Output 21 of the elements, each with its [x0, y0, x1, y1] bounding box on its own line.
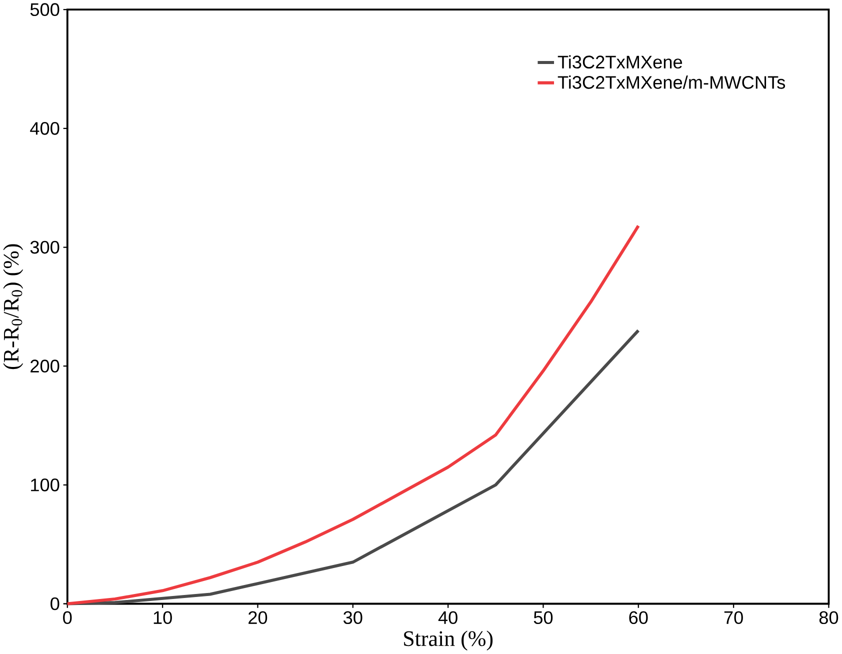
y-tick-label: 300	[30, 240, 60, 254]
x-tick-label: 20	[248, 611, 268, 624]
x-tick-label: 30	[343, 611, 362, 624]
x-tick-label: 80	[819, 611, 838, 624]
y-tick-label: 0	[50, 597, 60, 610]
y-tick-label: 100	[31, 478, 60, 492]
y-tick-label: 500	[30, 3, 60, 16]
x-tick-label: 70	[724, 611, 743, 624]
x-tick-label: 0	[63, 611, 72, 624]
line-series	[66, 224, 640, 606]
x-tick-label: 10	[154, 611, 172, 624]
legend-label: Ti3C2TxMXene	[558, 55, 682, 69]
legend-label: Ti3C2TxMXene/m-MWCNTs	[558, 76, 786, 89]
y-tick-label: 200	[30, 360, 60, 373]
x-tick-label: 40	[438, 611, 458, 624]
y-axis-title: (R-R$_{0}$/R$_{0}$) (%)	[3, 244, 24, 370]
x-axis-title: Strain (%)	[404, 630, 493, 651]
y-tick-label: 400	[30, 122, 60, 135]
x-tick-label: 60	[629, 611, 648, 624]
line-series	[66, 329, 640, 606]
x-tick-label: 50	[534, 611, 553, 624]
